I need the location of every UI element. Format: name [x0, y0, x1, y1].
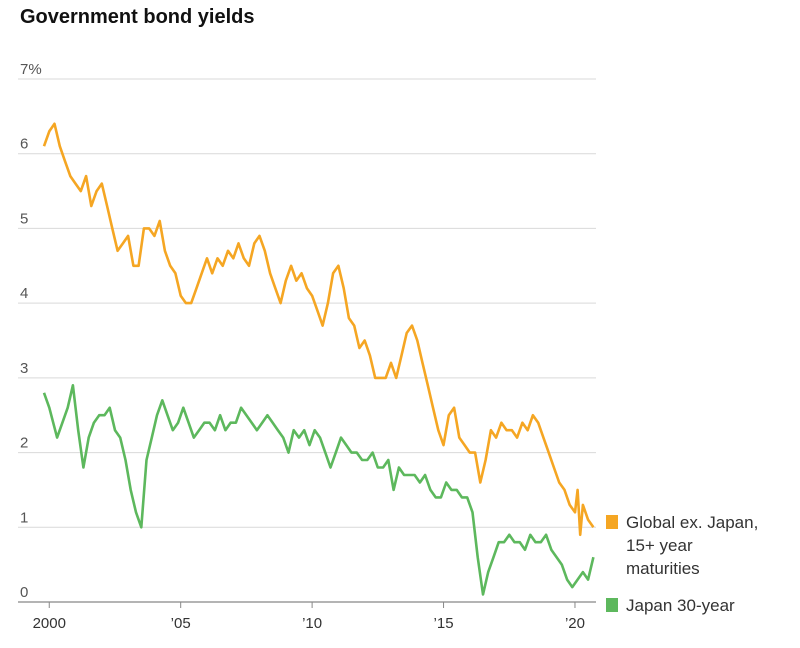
gridlines	[18, 78, 596, 608]
chart-title: Government bond yields	[20, 6, 255, 28]
legend-item-japan: Japan 30-year	[606, 594, 735, 617]
x-tick-label: ’05	[171, 615, 191, 632]
y-tick-label: 6	[20, 136, 28, 153]
y-tick-label: 3	[20, 360, 28, 377]
legend-label-global-2: 15+ year	[626, 536, 693, 555]
y-tick-label: 4	[20, 285, 28, 302]
legend-swatch-global	[606, 515, 618, 529]
legend-swatch-japan	[606, 598, 618, 612]
x-tick-label: ’15	[434, 615, 454, 632]
legend-item-global: Global ex. Japan, 15+ year maturities	[606, 511, 758, 580]
series-line-japan	[42, 383, 595, 596]
legend-label-global-3: maturities	[626, 559, 700, 578]
y-tick-label: 2	[20, 435, 28, 452]
x-tick-labels: 2000 ’05 ’10 ’15 ’20	[33, 615, 585, 632]
legend-label-global-1: Global ex. Japan,	[626, 513, 759, 532]
y-tick-label: 5	[20, 210, 28, 227]
y-tick-labels: 0 1 2 3 4 5 6 7%	[20, 61, 42, 601]
y-tick-label: 0	[20, 584, 28, 601]
x-tick-label: ’10	[302, 615, 322, 632]
y-tick-label: 1	[20, 509, 28, 526]
x-tick-label: 2000	[33, 615, 66, 632]
series-line-global	[42, 122, 595, 537]
x-tick-label: ’20	[565, 615, 585, 632]
series-lines	[42, 122, 595, 596]
legend-label-japan: Japan 30-year	[626, 596, 735, 615]
y-tick-label: 7%	[20, 61, 42, 78]
